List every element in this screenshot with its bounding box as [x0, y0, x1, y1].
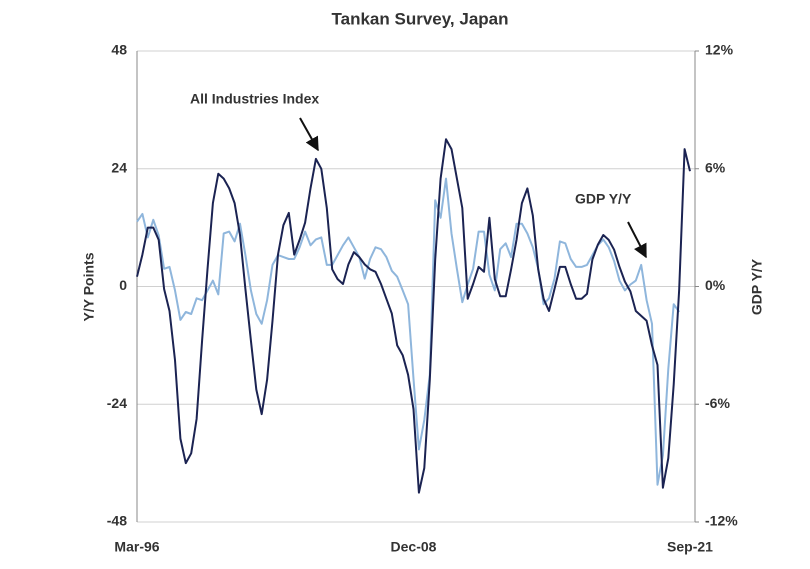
- y2-tick-label: -6%: [705, 395, 730, 411]
- x-tick-label: Mar-96: [114, 539, 159, 555]
- annotation: All Industries Index: [190, 91, 319, 107]
- chart-title: Tankan Survey, Japan: [332, 9, 509, 28]
- annotation: GDP Y/Y: [575, 191, 632, 207]
- y2-tick-label: 6%: [705, 159, 726, 175]
- annotation-arrow: [627, 221, 647, 259]
- y2-axis-label: GDP Y/Y: [749, 258, 765, 315]
- y-tick-label: 48: [111, 42, 127, 58]
- y-axis-label: Y/Y Points: [81, 252, 97, 321]
- series-line: [136, 177, 681, 486]
- y-tick-label: 0: [119, 277, 127, 293]
- y-tick-label: -48: [107, 513, 127, 529]
- y-tick-label: -24: [107, 395, 127, 411]
- y-tick-label: 24: [111, 159, 127, 175]
- series-line: [136, 138, 691, 494]
- annotation-arrow: [299, 117, 319, 152]
- y2-tick-label: -12%: [705, 513, 738, 529]
- y2-tick-label: 12%: [705, 42, 734, 58]
- y2-tick-label: 0%: [705, 277, 726, 293]
- x-tick-label: Dec-08: [391, 539, 437, 555]
- x-tick-label: Sep-21: [667, 539, 713, 555]
